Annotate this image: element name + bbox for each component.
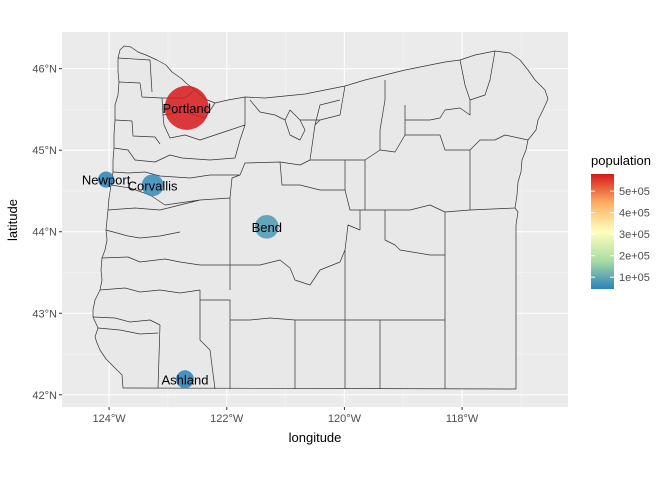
y-tick-label: 42°N: [32, 390, 57, 402]
x-tick-label: 120°W: [328, 413, 362, 425]
x-axis-title: longitude: [289, 430, 342, 445]
city-label: Corvallis: [128, 178, 178, 193]
y-axis-title: latitude: [5, 199, 20, 241]
x-tick-label: 124°W: [92, 413, 126, 425]
y-tick-label: 45°N: [32, 145, 57, 157]
city-label: Bend: [252, 220, 282, 235]
x-axis-ticks: 124°W 122°W 120°W 118°W: [92, 407, 479, 425]
legend-tick-label: 1e+05: [619, 272, 650, 284]
legend-colorbar: [591, 174, 614, 289]
city-bubble: [164, 85, 209, 130]
legend-tick-label: 4e+05: [619, 208, 650, 220]
city-bubble: [175, 370, 194, 389]
x-tick-label: 118°W: [446, 413, 479, 425]
population-legend: population 1e+05 2e+05 3e+05 4e+05 5e+05: [591, 153, 651, 289]
state-outline: [92, 45, 549, 390]
y-tick-label: 43°N: [32, 308, 57, 320]
city-label: Newport: [82, 173, 131, 188]
county-lines: [92, 50, 529, 390]
y-axis-ticks: 42°N 43°N 44°N 45°N 46°N: [32, 64, 62, 402]
legend-tick-label: 2e+05: [619, 251, 650, 263]
legend-ticks: 1e+05 2e+05 3e+05 4e+05 5e+05: [591, 186, 650, 284]
legend-title: population: [591, 153, 651, 168]
city-bubbles: [98, 85, 279, 389]
legend-tick-label: 3e+05: [619, 229, 650, 241]
city-label: Ashland: [161, 372, 208, 387]
city-bubble: [98, 171, 115, 188]
y-tick-label: 44°N: [32, 227, 57, 239]
oregon-counties: [92, 45, 549, 390]
y-tick-label: 46°N: [32, 64, 57, 76]
city-bubble: [141, 174, 164, 197]
legend-tick-label: 5e+05: [619, 186, 650, 198]
city-bubble: [254, 215, 279, 239]
x-tick-label: 122°W: [210, 413, 244, 425]
city-label: Portland: [163, 101, 211, 116]
